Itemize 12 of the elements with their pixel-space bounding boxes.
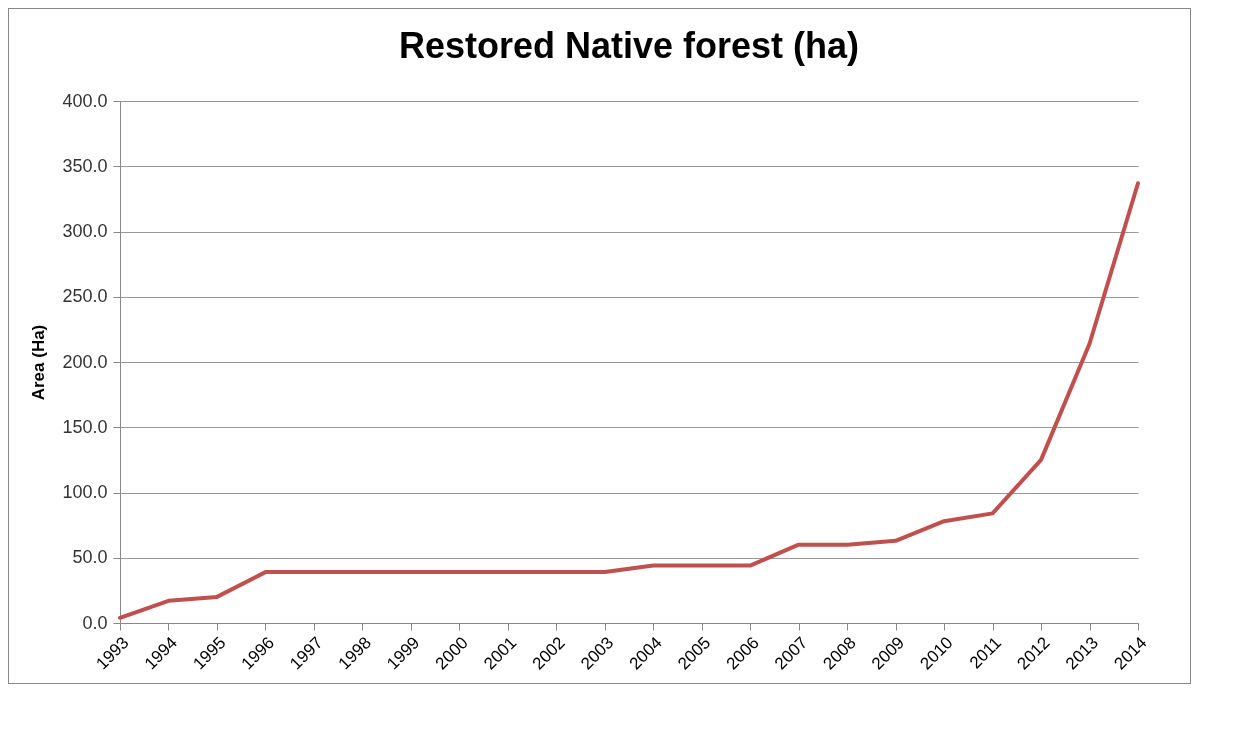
y-tick-label: 50.0 xyxy=(72,547,108,568)
line-series xyxy=(118,181,1140,620)
y-tick-label: 350.0 xyxy=(62,155,108,176)
y-tick-label: 200.0 xyxy=(62,351,108,372)
y-tick-label: 400.0 xyxy=(62,90,108,111)
y-tick-label: 250.0 xyxy=(62,286,108,307)
y-axis-title: Area (Ha) xyxy=(29,324,49,401)
y-tick-label: 100.0 xyxy=(62,482,108,502)
y-tick-label: 150.0 xyxy=(62,416,108,437)
y-tick-label: 300.0 xyxy=(62,221,108,241)
chart-title: Restored Native forest (ha) xyxy=(398,25,860,66)
y-tick-label: 0.0 xyxy=(82,612,108,633)
